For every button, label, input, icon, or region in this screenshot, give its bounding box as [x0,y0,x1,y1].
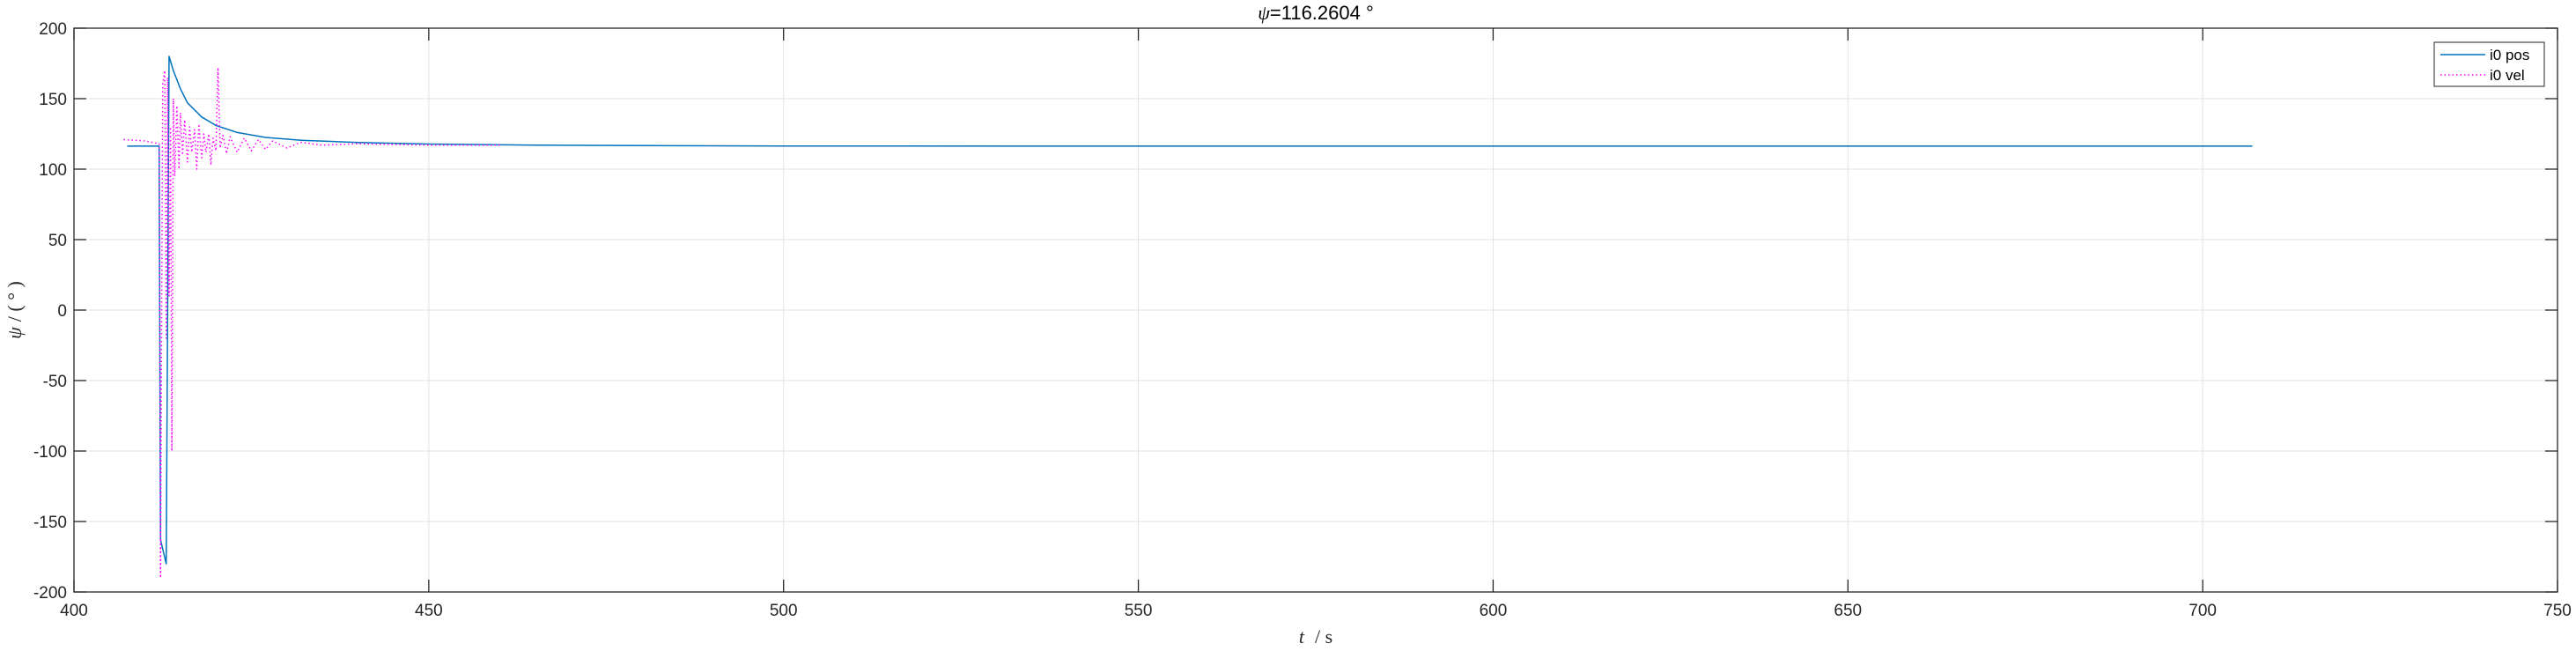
title-symbol: ψ [1258,2,1270,24]
x-tick-label: 750 [2543,602,2572,620]
series-line-vel [123,67,500,579]
x-tick-label: 650 [1834,602,1862,620]
x-tick-label: 550 [1125,602,1153,620]
x-axis-label: t / s [1299,625,1332,647]
legend: i0 pos i0 vel [2433,41,2545,87]
y-tick-label: -50 [43,373,67,391]
y-axis-unit: / ( ° ) [4,281,26,322]
y-tick-label: -200 [33,584,67,603]
legend-label-vel: i0 vel [2490,67,2525,84]
x-tick-label: 450 [415,602,443,620]
y-tick-label: 0 [57,302,67,321]
series-layer [123,55,2253,579]
legend-label-pos: i0 pos [2490,47,2529,63]
y-axis-variable: ψ [4,327,26,339]
x-axis-unit: / s [1315,625,1332,647]
y-tick-label: 150 [39,91,67,109]
x-tick-label: 400 [60,602,88,620]
x-tick-label: 700 [2188,602,2217,620]
y-tick-label: 100 [39,161,67,180]
legend-box [2433,41,2545,87]
y-axis-label: ψ / ( ° ) [4,281,26,339]
ticks: 400 450 500 550 600 650 700 750200150100500-50-… [33,20,2572,620]
y-tick-label: 200 [39,20,67,39]
title-value: =116.2604 ° [1270,2,1374,24]
y-tick-label: 50 [48,232,67,250]
y-tick-label: -150 [33,514,67,532]
x-tick-label: 600 [1480,602,1508,620]
x-axis-variable: t [1299,625,1305,647]
x-tick-label: 500 [770,602,798,620]
chart-title: ψ=116.2604 ° [1258,2,1374,24]
y-tick-label: -100 [33,443,67,462]
